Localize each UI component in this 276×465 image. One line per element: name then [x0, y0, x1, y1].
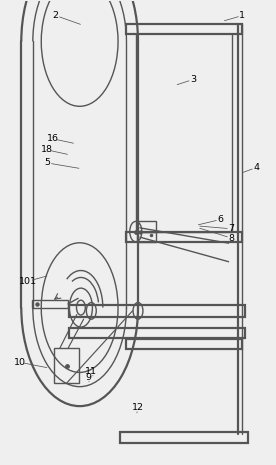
Text: 9: 9: [86, 372, 92, 382]
Text: 1: 1: [239, 11, 245, 20]
Bar: [126, 24, 242, 34]
Text: 101: 101: [19, 277, 37, 286]
Text: 11: 11: [85, 367, 97, 376]
Bar: [126, 232, 242, 242]
Text: 16: 16: [47, 134, 59, 143]
Text: 8: 8: [228, 233, 234, 243]
Text: 7: 7: [228, 224, 234, 233]
Bar: [69, 305, 245, 317]
Text: 18: 18: [41, 146, 53, 154]
Text: 6: 6: [217, 215, 223, 224]
Bar: [69, 328, 245, 338]
Text: 10: 10: [14, 358, 26, 367]
Bar: [137, 221, 156, 242]
Bar: [126, 339, 242, 349]
Bar: [32, 300, 68, 308]
Bar: [54, 348, 79, 383]
Text: 12: 12: [132, 403, 144, 412]
Text: 2: 2: [53, 11, 59, 20]
Bar: [120, 432, 248, 444]
Text: 4: 4: [253, 163, 259, 172]
Text: 5: 5: [44, 159, 51, 167]
Text: 3: 3: [190, 75, 196, 84]
